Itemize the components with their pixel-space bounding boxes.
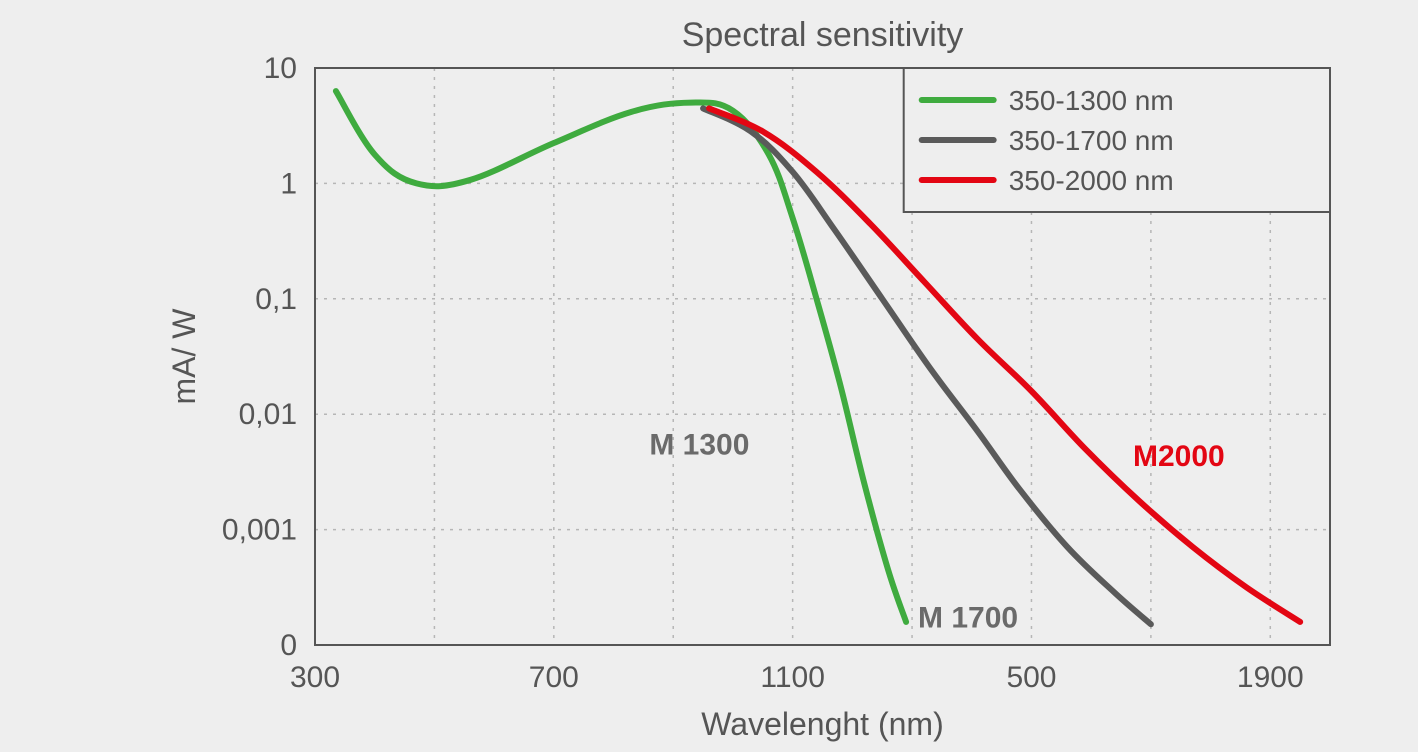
- chart-svg: 300 700 1100 500 1900 0 0,001 0,01 0,1 1 10 Wavelen…: [0, 0, 1418, 752]
- y-tick-label: 0,001: [222, 514, 297, 547]
- y-tick-label: 1: [280, 167, 297, 200]
- x-tick-label: 1100: [760, 661, 825, 694]
- series-annotation: M2000: [1133, 440, 1225, 473]
- x-tick-label: 700: [529, 661, 579, 694]
- legend-label: 350-2000 nm: [1009, 165, 1174, 196]
- spectral-sensitivity-chart: 300 700 1100 500 1900 0 0,001 0,01 0,1 1 10 Wavelen…: [0, 0, 1418, 752]
- x-tick-label: 1900: [1237, 661, 1304, 694]
- legend-label: 350-1300 nm: [1009, 85, 1174, 116]
- x-tick-label: 300: [290, 661, 340, 694]
- x-axis-title: Wavelenght (nm): [701, 706, 943, 742]
- y-tick-label: 0,1: [255, 283, 297, 316]
- legend-label: 350-1700 nm: [1009, 125, 1174, 156]
- chart-title: Spectral sensitivity: [682, 16, 964, 54]
- y-axis-title: mA/ W: [166, 308, 202, 405]
- x-tick-label: 500: [1006, 661, 1056, 694]
- series-annotation: M 1300: [649, 429, 749, 462]
- y-tick-label: 10: [264, 52, 297, 85]
- y-tick-label: 0,01: [239, 398, 297, 431]
- series-annotation: M 1700: [918, 602, 1018, 635]
- y-tick-label: 0: [280, 629, 297, 662]
